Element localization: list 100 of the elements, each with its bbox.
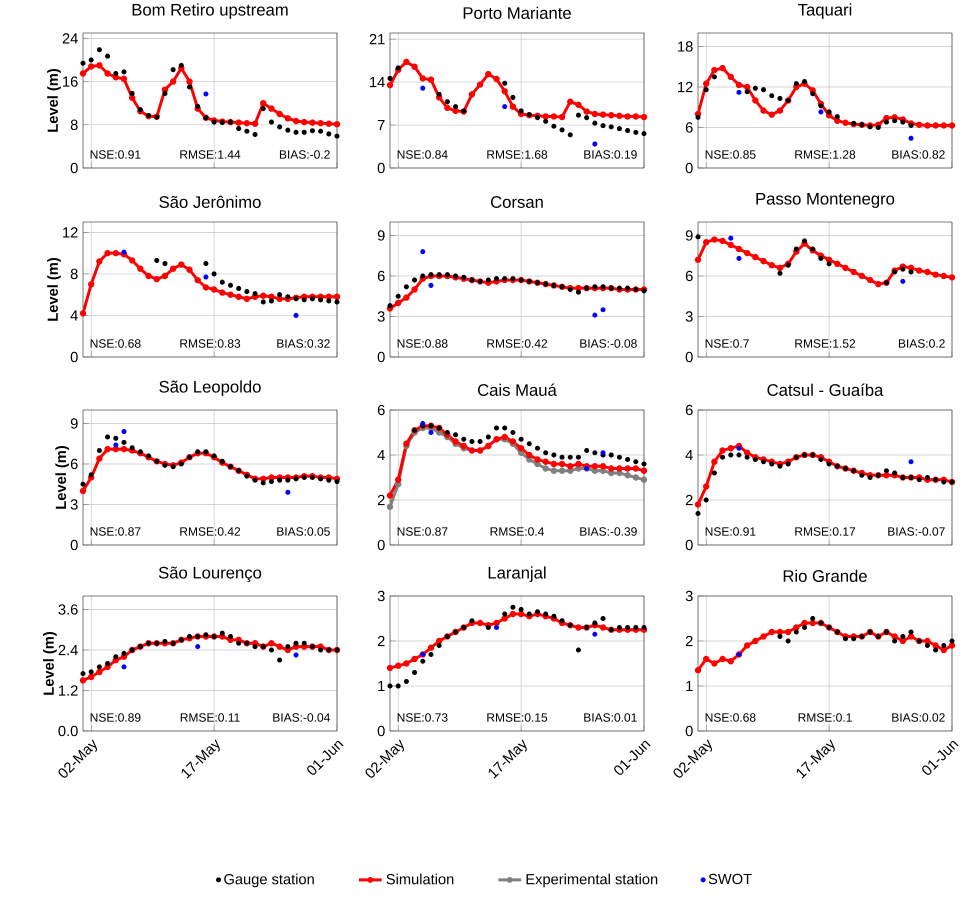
y-tick-label: 2.4 <box>58 644 78 656</box>
annotation: NSE:0.68 <box>706 713 756 722</box>
y-tick-label: 0 <box>686 352 693 362</box>
y-tick-label: 3 <box>378 311 385 322</box>
y-tick-label: 0 <box>378 162 385 174</box>
y-tick-label: 8 <box>70 268 78 280</box>
annotation: BIAS:0.82 <box>892 150 945 159</box>
annotation: RMSE:0.15 <box>487 713 548 722</box>
annotation: BIAS:-0.07 <box>888 527 945 536</box>
annotation: RMSE:1.52 <box>795 339 856 348</box>
y-tick-label: 6 <box>378 404 385 416</box>
annotation: RMSE:0.1 <box>798 713 852 722</box>
chart-title: Laranjal <box>488 566 546 582</box>
y-tick-label: 0 <box>378 352 385 362</box>
y-tick-label: 0 <box>378 726 385 736</box>
y-tick-label: 3.6 <box>58 604 78 615</box>
annotation: RMSE:0.17 <box>795 527 856 536</box>
y-axis-title: Level (m) <box>47 258 61 321</box>
legend-label: Simulation <box>386 874 454 884</box>
annotation: BIAS:-0.2 <box>280 150 330 159</box>
chart-title: Corsan <box>490 196 543 208</box>
y-tick-label: 8 <box>70 120 78 130</box>
y-tick-label: 2 <box>378 636 385 646</box>
annotation: BIAS:0.02 <box>892 713 945 722</box>
chart-title: Taquari <box>798 3 852 19</box>
y-tick-label: 1 <box>686 680 693 692</box>
chart-title: Catsul - Guaíba <box>767 384 884 396</box>
chart-title: Rio Grande <box>784 570 867 582</box>
y-tick-label: 1 <box>378 680 385 692</box>
legend-label: SWOT <box>708 874 752 884</box>
chart-title: Passo Montenegro <box>756 193 894 208</box>
y-tick-label: 3 <box>70 499 78 510</box>
chart-title: Cais Mauá <box>478 384 557 396</box>
annotation: NSE:0.87 <box>398 527 448 536</box>
y-tick-label: 6 <box>686 122 693 133</box>
y-tick-label: 12 <box>678 82 693 92</box>
y-tick-label: 14 <box>370 77 385 88</box>
annotation: NSE:0.68 <box>90 339 141 348</box>
y-tick-label: 2 <box>686 494 693 506</box>
annotation: NSE:0.73 <box>398 713 448 722</box>
y-tick-label: 0 <box>70 352 78 362</box>
y-tick-label: 6 <box>686 270 693 282</box>
legend-label: Gauge station <box>224 874 314 888</box>
annotation: BIAS:-0.04 <box>273 713 330 722</box>
annotation: NSE:0.91 <box>706 527 756 536</box>
annotation: BIAS:0.19 <box>584 150 637 159</box>
annotation: RMSE:0.4 <box>490 527 544 536</box>
y-tick-label: 0 <box>70 540 78 550</box>
annotation: BIAS:0.2 <box>898 339 945 348</box>
y-tick-label: 9 <box>70 418 78 429</box>
annotation: RMSE:1.68 <box>487 150 548 159</box>
y-tick-label: 2 <box>686 636 693 646</box>
annotation: NSE:0.85 <box>706 150 756 159</box>
y-tick-label: 4 <box>70 310 78 320</box>
y-tick-label: 3 <box>378 590 385 602</box>
annotation: BIAS:0.01 <box>584 713 637 722</box>
y-tick-label: 3 <box>686 311 693 322</box>
annotation: NSE:0.89 <box>90 713 140 722</box>
y-tick-label: 18 <box>678 41 693 52</box>
y-axis-title: Level (m) <box>55 446 69 509</box>
y-tick-label: 0 <box>378 540 385 550</box>
annotation: NSE:0.91 <box>90 150 140 159</box>
chart-title: São Leopoldo <box>159 380 261 396</box>
annotation: RMSE:0.42 <box>180 527 240 536</box>
annotation: NSE:0.87 <box>90 527 140 536</box>
annotation: BIAS:-0.39 <box>580 527 637 536</box>
y-axis-title: Level (m) <box>43 632 57 695</box>
y-tick-label: 21 <box>370 34 385 44</box>
annotation: RMSE:1.28 <box>795 150 856 159</box>
y-tick-label: 0 <box>686 162 693 174</box>
annotation: NSE:0.7 <box>706 339 749 348</box>
y-tick-label: 16 <box>63 76 78 87</box>
y-tick-label: 0 <box>686 540 693 550</box>
chart-title: São Lourenço <box>158 566 262 582</box>
y-tick-label: 6 <box>70 458 78 470</box>
annotation: RMSE:0.42 <box>487 339 548 348</box>
y-tick-label: 1.2 <box>59 685 78 696</box>
y-tick-label: 9 <box>378 230 385 241</box>
y-tick-label: 2 <box>378 494 385 506</box>
y-axis-title: Level (m) <box>47 69 61 132</box>
annotation: BIAS:-0.08 <box>580 339 637 348</box>
chart-title: Porto Mariante <box>464 6 571 19</box>
annotation: BIAS:0.32 <box>277 339 330 348</box>
y-tick-label: 24 <box>62 33 78 44</box>
y-tick-label: 6 <box>686 404 693 416</box>
y-tick-label: 6 <box>378 270 385 282</box>
annotation: RMSE:0.11 <box>180 713 240 722</box>
chart-title: Bom Retiro upstream <box>132 3 288 19</box>
legend-label: Experimental station <box>526 874 658 888</box>
annotation: RMSE:0.83 <box>180 339 240 348</box>
y-tick-label: 0 <box>686 726 693 736</box>
y-tick-label: 7 <box>378 120 385 130</box>
y-tick-label: 4 <box>685 450 693 460</box>
y-tick-label: 3 <box>686 590 693 602</box>
y-tick-label: 0.0 <box>58 726 78 736</box>
y-tick-label: 9 <box>686 230 693 241</box>
annotation: RMSE:1.44 <box>180 150 240 159</box>
y-tick-label: 0 <box>70 162 78 174</box>
annotation: NSE:0.84 <box>398 150 448 159</box>
chart-title: São Jerônimo <box>159 196 261 208</box>
